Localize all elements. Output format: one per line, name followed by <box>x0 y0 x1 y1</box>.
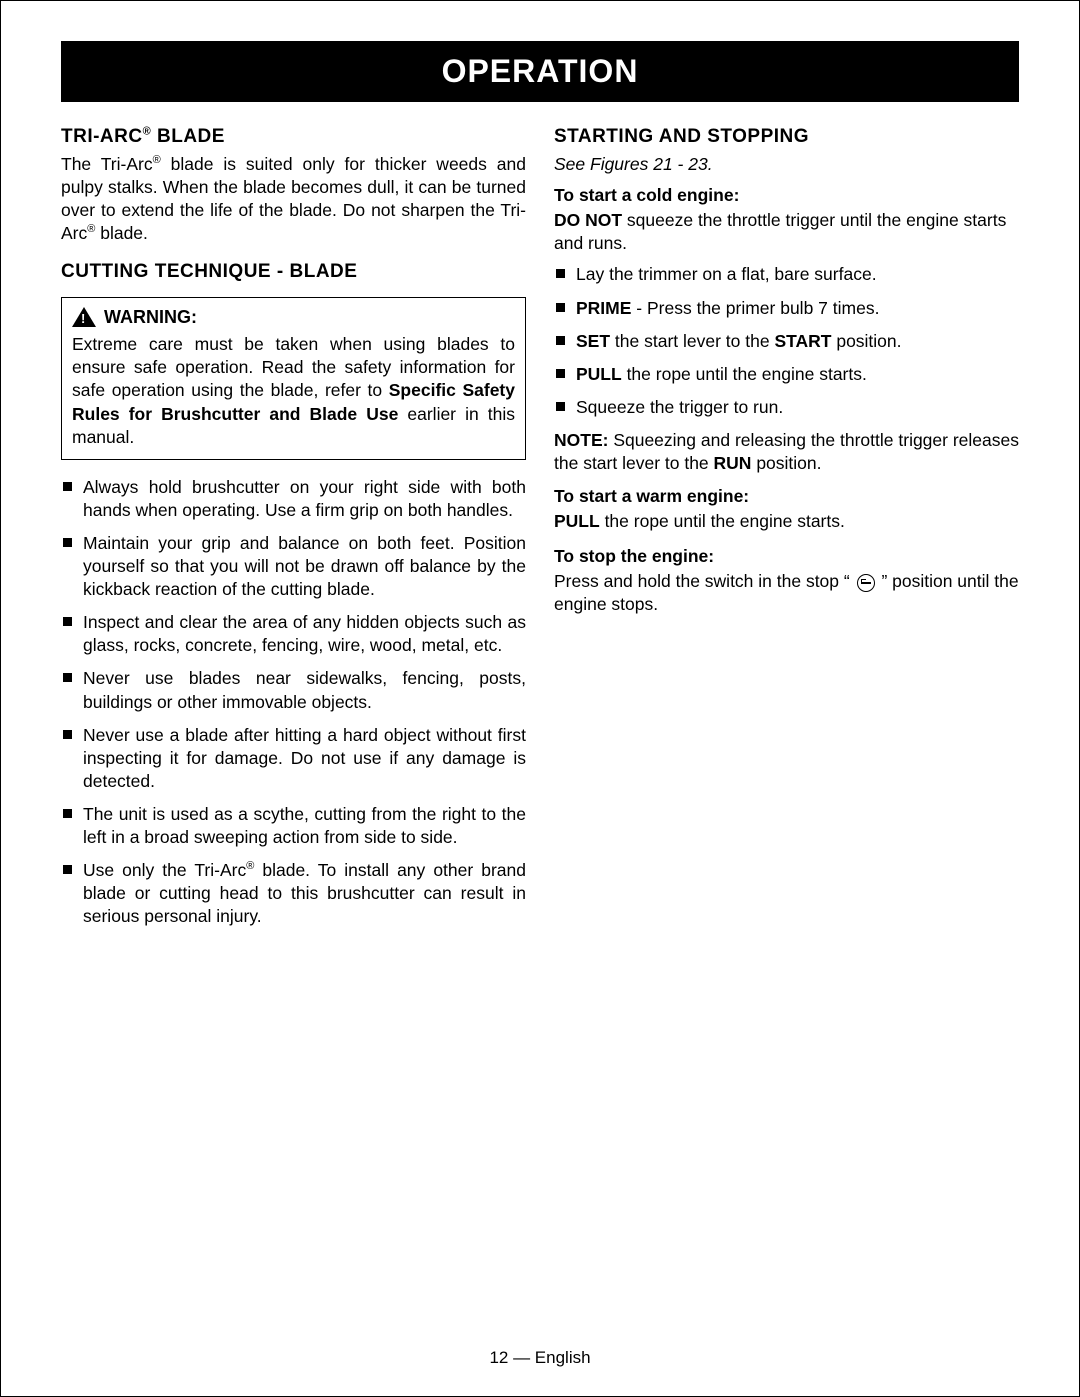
list-item: Inspect and clear the area of any hidden… <box>61 611 526 657</box>
page-footer: 12 — English <box>1 1348 1079 1368</box>
warning-label: WARNING: <box>104 306 197 330</box>
warning-body: Extreme care must be taken when using bl… <box>72 333 515 448</box>
stop-text-pre: Press and hold the switch in the stop “ <box>554 571 855 591</box>
list-item: Use only the Tri-Arc® blade. To install … <box>61 859 526 928</box>
see-figures: See Figures 21 - 23. <box>554 153 1019 176</box>
list-item: Lay the trimmer on a flat, bare surface. <box>554 263 1019 286</box>
warning-icon <box>72 307 96 327</box>
content-columns: TRI-ARC® BLADE The Tri-Arc® blade is sui… <box>61 124 1019 938</box>
warm-engine-head: To start a warm engine: <box>554 485 1019 508</box>
right-column: STARTING AND STOPPING See Figures 21 - 2… <box>554 124 1019 938</box>
note-text: NOTE: Squeezing and releasing the thrott… <box>554 429 1019 475</box>
warm-engine-p: PULL the rope until the engine starts. <box>554 510 1019 533</box>
list-item: PULL the rope until the engine starts. <box>554 363 1019 386</box>
list-item: PRIME - Press the primer bulb 7 times. <box>554 297 1019 320</box>
cold-bullets: Lay the trimmer on a flat, bare surface.… <box>554 263 1019 418</box>
left-column: TRI-ARC® BLADE The Tri-Arc® blade is sui… <box>61 124 526 938</box>
list-item: Squeeze the trigger to run. <box>554 396 1019 419</box>
warning-title: WARNING: <box>72 306 515 330</box>
warning-box: WARNING: Extreme care must be taken when… <box>61 297 526 460</box>
cutting-bullets: Always hold brushcutter on your right si… <box>61 476 526 929</box>
cold-engine-p: DO NOT squeeze the throttle trigger unti… <box>554 209 1019 255</box>
tri-arc-paragraph: The Tri-Arc® blade is suited only for th… <box>61 153 526 245</box>
list-item: Never use blades near sidewalks, fencing… <box>61 667 526 713</box>
list-item: Always hold brushcutter on your right si… <box>61 476 526 522</box>
stop-engine-p: Press and hold the switch in the stop “ … <box>554 570 1019 616</box>
stop-engine-head: To stop the engine: <box>554 545 1019 568</box>
heading-tri-arc: TRI-ARC® BLADE <box>61 124 526 149</box>
section-banner: OPERATION <box>61 41 1019 102</box>
cold-engine-head: To start a cold engine: <box>554 184 1019 207</box>
stop-switch-icon <box>857 574 875 592</box>
list-item: Maintain your grip and balance on both f… <box>61 532 526 601</box>
manual-page: OPERATION TRI-ARC® BLADE The Tri-Arc® bl… <box>0 0 1080 1397</box>
heading-cutting-technique: CUTTING TECHNIQUE - BLADE <box>61 259 526 284</box>
list-item: The unit is used as a scythe, cutting fr… <box>61 803 526 849</box>
list-item: SET the start lever to the START positio… <box>554 330 1019 353</box>
heading-start-stop: STARTING AND STOPPING <box>554 124 1019 149</box>
list-item: Never use a blade after hitting a hard o… <box>61 724 526 793</box>
